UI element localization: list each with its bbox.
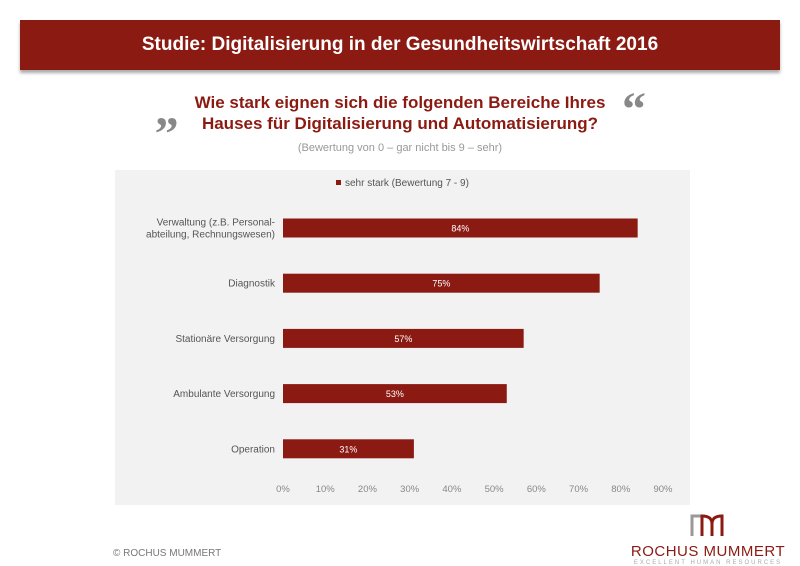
bar (283, 439, 414, 459)
category-label: Operation (231, 444, 275, 455)
x-tick-label: 80% (611, 484, 631, 495)
data-label: 75% (432, 279, 450, 289)
x-tick-label: 90% (653, 484, 673, 495)
scale-note: (Bewertung von 0 – gar nicht bis 9 – seh… (297, 142, 503, 154)
close-quote: “ (622, 83, 646, 136)
data-label: 31% (339, 444, 357, 454)
slide-header: Studie: Digitalisierung in der Gesundhei… (20, 20, 780, 70)
x-tick-label: 70% (569, 484, 589, 495)
x-tick-label: 10% (316, 484, 336, 495)
question-title: Wie stark eignen sich die folgenden Bere… (180, 92, 620, 134)
question-line-1: Wie stark eignen sich die folgenden Bere… (194, 93, 606, 112)
data-label: 53% (386, 389, 404, 399)
question-line-2: Hauses für Digitalisierung und Automatis… (201, 114, 599, 133)
open-quote: „ (155, 83, 179, 136)
legend-swatch (336, 180, 341, 185)
logo-tagline: EXCELLENT HUMAN RESOURCES (633, 560, 783, 566)
data-label: 84% (451, 224, 469, 234)
copyright: © ROCHUS MUMMERT (113, 548, 222, 559)
category-label: Verwaltung (z.B. Personal-abteilung, Rec… (146, 218, 275, 241)
data-label: 57% (394, 334, 412, 344)
bar (283, 273, 600, 293)
header-title: Studie: Digitalisierung in der Gesundhei… (141, 34, 659, 55)
company-logo: ROCHUS MUMMERT EXCELLENT HUMAN RESOURCES (628, 512, 788, 566)
bar (283, 328, 524, 348)
x-tick-label: 50% (485, 484, 505, 495)
x-tick-label: 20% (358, 484, 378, 495)
logo-name: ROCHUS MUMMERT (630, 543, 786, 560)
legend-label: sehr stark (Bewertung 7 - 9) (345, 178, 469, 189)
x-tick-label: 40% (442, 484, 462, 495)
x-tick-label: 0% (276, 484, 290, 495)
logo-mark-icon (690, 514, 724, 536)
category-label: Diagnostik (228, 279, 276, 290)
bar (283, 218, 638, 238)
bar (283, 384, 507, 404)
x-tick-label: 60% (527, 484, 547, 495)
category-label: Stationäre Versorgung (175, 334, 275, 345)
x-tick-label: 30% (400, 484, 420, 495)
category-label: Ambulante Versorgung (173, 389, 275, 400)
